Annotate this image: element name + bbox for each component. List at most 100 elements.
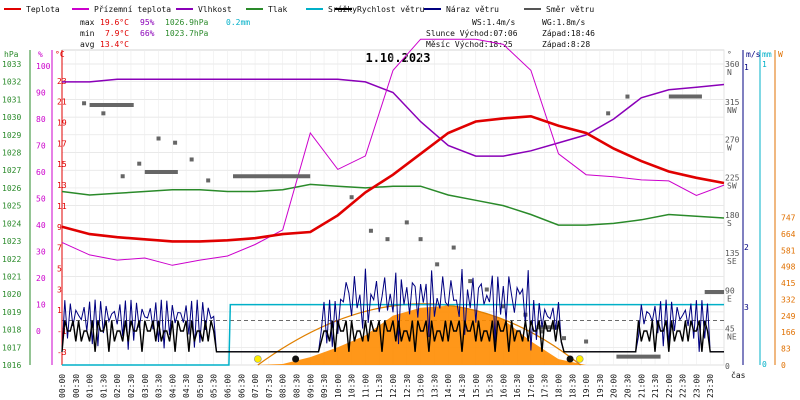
w-tick: 747 [781,213,796,222]
x-tick: 13:30 [430,374,439,398]
w-tick: 83 [781,345,791,354]
mm-tick: 0 [762,360,767,369]
hpa-tick: 1020 [2,290,21,299]
x-tick: 12:00 [389,374,398,398]
w-tick: 166 [781,328,796,337]
x-tick: 14:00 [444,374,453,398]
series-line-humidity [62,78,725,157]
wind-direction-dot [82,101,87,106]
percent-tick: 50 [36,195,46,204]
sun-moon-panel: WS:1.4m/s WG:1.8m/s Slunce Východ:07:06 … [426,18,595,49]
hpa-tick: 1023 [2,237,21,246]
wg-value: WG:1.8m/s [542,18,586,27]
wind-direction-dot [435,262,440,267]
hpa-tick: 1032 [2,78,21,87]
degrees-unit: ° [727,50,732,59]
series-line-wind-speed [61,320,724,353]
legend-label-2: Vlhkost [198,5,232,14]
percent-tick: 40 [36,221,46,230]
moonrise-marker [566,355,574,363]
compass-label: S [727,219,732,228]
celsius-tick: 9 [57,223,62,232]
x-tick: 15:30 [486,374,495,398]
celsius-tick: 1 [57,306,62,315]
w-tick: 332 [781,295,796,304]
x-axis: 00:00 00:30 01:00 01:30 02:00 02:30 03:00 03:30… [58,370,746,398]
w-tick: 664 [781,230,796,239]
hpa-tick: 1021 [2,272,21,281]
x-tick: 00:30 [72,374,81,398]
wind-direction-dot [156,136,161,141]
wind-direction-dot [137,161,142,166]
solar-area [62,305,724,365]
compass-label: NW [727,106,737,115]
x-tick: 11:30 [375,374,384,398]
compass-label: SE [727,257,737,266]
percent-tick: 60 [36,168,46,177]
x-tick: 04:30 [182,374,191,398]
ws-value: WS:1.4m/s [472,18,516,27]
series [61,38,725,366]
x-tick: 11:00 [361,374,370,398]
x-axis-label: čas [731,370,746,380]
wind-direction-dot [539,329,544,334]
mm-tick: 1 [762,60,767,69]
percent-tick: 70 [36,142,46,151]
x-tick: 19:00 [582,374,591,398]
legend-label-3: Tlak [268,5,287,14]
x-tick: 02:00 [113,374,122,398]
stat-max-hum: 95% [140,18,155,27]
legend-label-5: Rychlost větru [357,5,425,14]
wind-direction-dot [173,140,178,145]
sunrise-marker [254,355,262,363]
hpa-tick: 1017 [2,343,21,352]
x-tick: 07:30 [265,374,274,398]
series-line-temperature [61,114,725,243]
x-tick: 21:00 [637,374,646,398]
series-line-ground-temp [61,38,725,266]
wind-direction-dot [523,312,528,317]
hpa-unit: hPa [4,50,19,59]
percent-tick: 80 [36,115,46,124]
chart-title: 1.10.2023 [365,51,430,65]
compass-label: NE [727,332,737,341]
hpa-tick: 1018 [2,326,21,335]
percent-tick: 20 [36,274,46,283]
stats-panel: max 19.6°C 95% 1026.9hPa 0.2mm min 7.9°C… [80,18,250,49]
x-tick: 23:30 [706,374,715,398]
compass-label: E [727,295,732,304]
stat-min-temp: 7.9°C [105,29,129,38]
sunrise-text: Slunce Východ:07:06 [426,29,518,38]
hpa-tick: 1024 [2,219,21,228]
x-tick: 18:30 [568,374,577,398]
mm-unit: mm [762,50,772,59]
hpa-tick: 1033 [2,60,21,69]
x-tick: 12:30 [403,374,412,398]
hpa-tick: 1025 [2,202,21,211]
x-tick: 09:30 [320,374,329,398]
hpa-tick: 1016 [2,361,21,370]
x-tick: 14:30 [458,374,467,398]
x-tick: 03:30 [155,374,164,398]
x-tick: 08:00 [279,374,288,398]
x-tick: 20:30 [623,374,632,398]
x-tick: 04:00 [168,374,177,398]
percent-tick: 30 [36,248,46,257]
wind-direction-dot [468,279,473,284]
x-tick: 01:30 [99,374,108,398]
wind-direction-dot [120,174,125,179]
wind-direction-dot [206,178,211,183]
wind-direction-dot [368,228,373,233]
legend-label-6: Náraz větru [446,5,499,14]
x-tick: 19:30 [596,374,605,398]
stat-max-press: 1026.9hPa [165,18,209,27]
degree-tick: 270 [725,136,740,145]
degree-tick: 225 [725,173,740,182]
x-tick: 20:00 [610,374,619,398]
wind-direction-dot [385,237,390,242]
wind-direction-dot [625,94,630,99]
wind-direction-dot [484,287,489,292]
x-tick: 06:30 [237,374,246,398]
x-tick: 06:00 [224,374,233,398]
